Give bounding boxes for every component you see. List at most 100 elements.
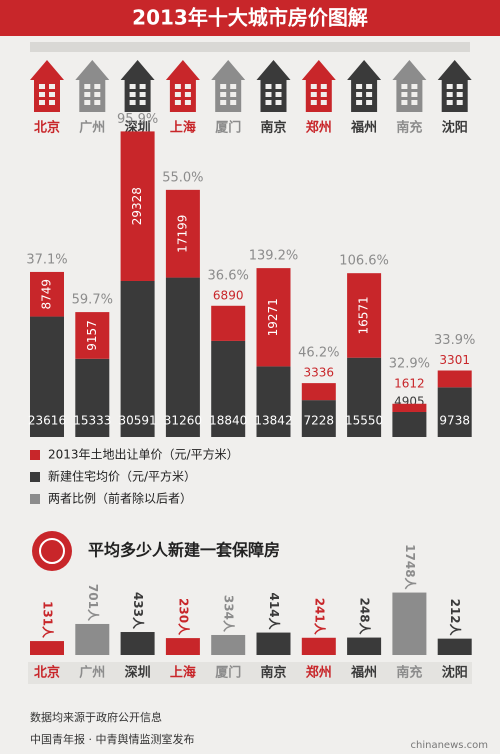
city-label: 福州 <box>350 120 377 136</box>
value-label: 1612 <box>394 376 425 390</box>
city-label: 北京 <box>34 120 60 136</box>
bar <box>30 641 64 655</box>
house-window <box>401 84 408 89</box>
house-icon <box>165 60 200 112</box>
house-window <box>184 100 191 105</box>
value-label: 8749 <box>40 279 54 310</box>
house-window <box>49 92 55 97</box>
title-banner <box>0 0 500 36</box>
title: 2013年十大城市房价图解 <box>132 6 368 30</box>
bar <box>392 592 427 655</box>
bar <box>256 632 291 655</box>
house-window <box>366 92 373 97</box>
house-window <box>310 84 317 89</box>
house-icon <box>301 60 336 112</box>
house-window <box>39 100 45 105</box>
house-window <box>366 100 373 105</box>
house-window <box>356 84 363 89</box>
house-window <box>446 92 453 97</box>
house-window <box>94 92 101 97</box>
watermark: chinanews.com <box>411 740 489 751</box>
legend-label: 新建住宅均价（元/平方米） <box>48 469 196 484</box>
city-label: 福州 <box>350 665 377 681</box>
house-window <box>446 100 453 105</box>
house-window <box>265 92 272 97</box>
house-icon <box>30 60 64 112</box>
value-label: 6890 <box>213 288 244 302</box>
bar-segment <box>165 189 200 278</box>
icon <box>32 531 72 571</box>
bar <box>347 637 382 655</box>
city-label: 广州 <box>79 665 105 681</box>
bar-segment <box>75 358 110 437</box>
house-icon <box>437 60 472 112</box>
city-label: 南京 <box>260 665 286 681</box>
bar-segment <box>120 131 155 281</box>
bar-segment <box>301 383 336 401</box>
house-window <box>310 100 317 105</box>
house-window <box>275 84 282 89</box>
value-label: 9157 <box>85 320 99 351</box>
bar <box>75 623 110 655</box>
house-window <box>49 100 55 105</box>
house-window <box>275 92 282 97</box>
house-window <box>320 84 327 89</box>
bar <box>301 637 336 655</box>
ratio-label: 59.7% <box>72 293 113 308</box>
legend-swatch <box>30 472 40 482</box>
house-window <box>174 92 181 97</box>
house-icon <box>347 60 382 112</box>
house-window <box>456 92 463 97</box>
house-window <box>356 92 363 97</box>
house-icon <box>120 60 155 112</box>
house-icon <box>211 60 246 112</box>
city-label: 郑州 <box>306 665 332 681</box>
bar <box>211 634 246 655</box>
bar-segment <box>301 400 336 437</box>
bar-segment <box>392 411 427 437</box>
house-window <box>275 100 282 105</box>
value-label: 7228 <box>304 414 335 428</box>
city-label: 北京 <box>34 665 60 681</box>
city-label: 上海 <box>170 120 196 136</box>
city-label: 沈阳 <box>442 120 468 136</box>
value-label: 23616 <box>28 414 66 428</box>
bar-segment <box>437 370 472 388</box>
house-window <box>174 100 181 105</box>
house-window <box>366 84 373 89</box>
house-window <box>220 100 227 105</box>
house-icon <box>392 60 427 112</box>
house-window <box>129 100 136 105</box>
house-window <box>184 92 191 97</box>
ratio-label: 95.9% <box>117 112 158 127</box>
house-window <box>39 92 45 97</box>
value-label: 433人 <box>131 592 146 630</box>
value-label: 334人 <box>222 595 237 633</box>
ratio-label: 55.0% <box>162 170 203 185</box>
city-label: 郑州 <box>306 120 332 136</box>
house-window <box>174 84 181 89</box>
value-label: 414人 <box>267 593 282 631</box>
house-window <box>446 84 453 89</box>
house-window <box>265 100 272 105</box>
house-window <box>411 92 418 97</box>
house-window <box>230 100 237 105</box>
value-label: 30591 <box>119 414 157 428</box>
bar-segment <box>256 268 291 367</box>
house-window <box>320 100 327 105</box>
baseline-band <box>28 662 472 684</box>
city-label: 深圳 <box>125 665 151 681</box>
bar-segment <box>437 387 472 437</box>
value-label: 9738 <box>439 414 470 428</box>
value-label: 131人 <box>41 601 56 639</box>
bar-segment <box>211 305 246 341</box>
house-window <box>356 100 363 105</box>
house-icon <box>75 60 110 112</box>
value-label: 13842 <box>254 414 292 428</box>
house-window <box>456 84 463 89</box>
bar-segment <box>347 273 382 358</box>
house-window <box>411 84 418 89</box>
value-label: 31260 <box>164 414 202 428</box>
divider <box>30 42 470 52</box>
